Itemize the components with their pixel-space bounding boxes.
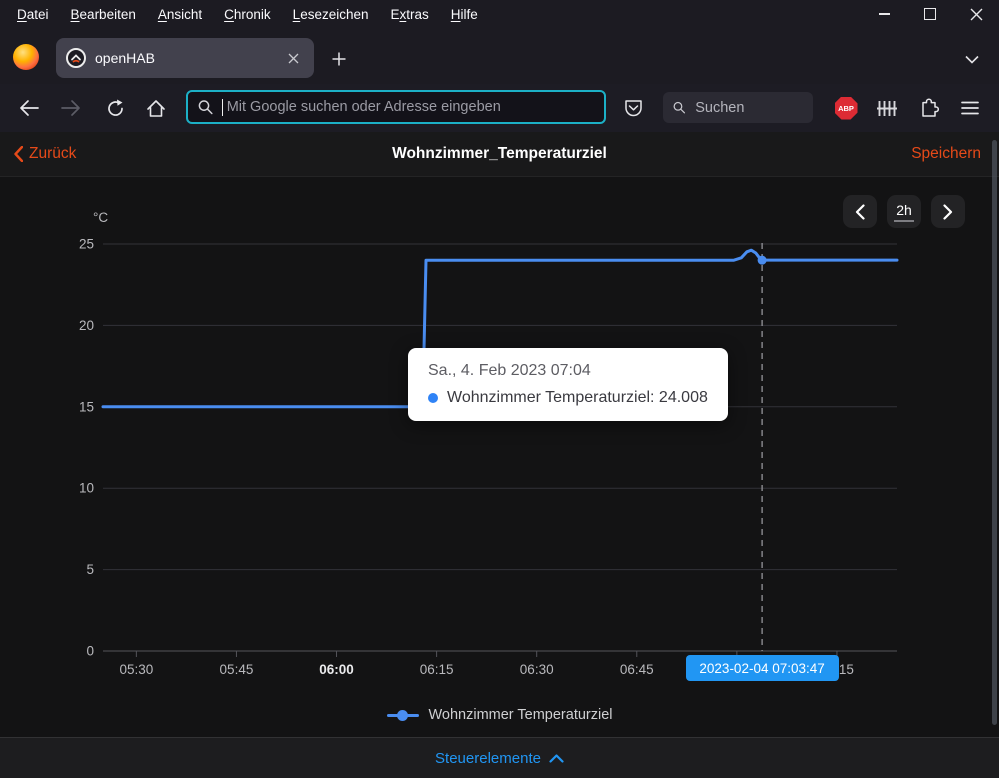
back-button[interactable] (14, 94, 44, 122)
legend-marker-icon (386, 709, 419, 721)
back-label: Zurück (29, 145, 77, 162)
chart-tooltip: Sa., 4. Feb 2023 07:04 Wohnzimmer Temper… (408, 348, 728, 421)
range-duration-button[interactable]: 2h (887, 195, 921, 228)
chart-range-controls: 2h (843, 195, 965, 228)
puzzle-piece-icon (922, 98, 939, 117)
controls-toggle-label: Steuerelemente (435, 749, 541, 767)
scrollbar-thumb[interactable] (992, 140, 997, 725)
firefox-logo-icon (13, 44, 39, 70)
pocket-icon (624, 100, 642, 117)
x-tick-label: 06:30 (520, 662, 554, 677)
extensions-button[interactable] (914, 93, 944, 123)
bottom-bar: Steuerelemente (0, 737, 999, 778)
close-icon (970, 8, 982, 20)
y-tick-label: 5 (86, 562, 94, 577)
menu-ansicht[interactable]: Ansicht (157, 6, 203, 22)
abp-icon: ABP (834, 96, 858, 120)
home-button[interactable] (141, 94, 171, 122)
tab-close-button[interactable] (282, 47, 304, 69)
x-tick-label: 05:30 (119, 662, 153, 677)
search-icon (673, 101, 686, 114)
legend-label: Wohnzimmer Temperaturziel (428, 707, 613, 723)
chevron-down-icon (965, 55, 979, 64)
x-tick-label: 06:45 (620, 662, 654, 677)
menubar-items: Datei Bearbeiten Ansicht Chronik Lesezeichen… (0, 3, 489, 26)
chevron-up-icon (549, 753, 564, 763)
tooltip-series-value: Wohnzimmer Temperaturziel: 24.008 (447, 389, 708, 406)
x-tick-label: 06:00 (319, 662, 354, 677)
y-tick-label: 15 (79, 399, 94, 414)
search-input[interactable] (693, 98, 803, 117)
maximize-button[interactable] (907, 0, 953, 28)
tooltip-series-dot-icon (428, 393, 438, 403)
search-icon (198, 100, 213, 115)
menubar: Datei Bearbeiten Ansicht Chronik Lesezeichen… (0, 0, 999, 28)
page-content: Zurück Wohnzimmer_Temperaturziel Speiche… (0, 132, 999, 778)
url-input[interactable] (224, 98, 594, 116)
close-icon (288, 53, 298, 63)
pocket-button[interactable] (619, 94, 647, 122)
prev-range-button[interactable] (843, 195, 877, 228)
home-icon (147, 99, 165, 117)
search-box[interactable] (663, 92, 813, 123)
tab-bar: openHAB (0, 28, 999, 84)
new-tab-button[interactable] (326, 46, 352, 72)
chevron-left-icon (855, 203, 865, 220)
forward-button[interactable] (56, 94, 86, 122)
adblock-plus-button[interactable]: ABP (831, 93, 861, 123)
hamburger-menu-icon (961, 101, 979, 115)
x-tick-label: 06:15 (420, 662, 454, 677)
bars-icon (877, 100, 897, 116)
tab-openhab[interactable]: openHAB (56, 38, 314, 78)
save-button[interactable]: Speichern (911, 145, 981, 162)
close-window-button[interactable] (953, 0, 999, 28)
menu-datei[interactable]: Datei (17, 6, 49, 22)
cursor-time-pill: 2023-02-04 07:03:47 (685, 655, 839, 681)
back-arrow-icon (20, 100, 39, 116)
chevron-right-icon (943, 203, 953, 220)
back-link[interactable]: Zurück (14, 132, 76, 176)
chart-region: 0 5 10 15 20 25 05:30 05:45 06:00 06:15 06:30 06:45… (0, 177, 999, 738)
app-menu-button[interactable] (955, 93, 985, 123)
y-tick-label: 25 (79, 237, 94, 252)
extension-bars-button[interactable] (872, 93, 902, 123)
range-duration-label: 2h (894, 202, 914, 222)
y-tick-label: 20 (79, 318, 94, 333)
chart-legend[interactable]: Wohnzimmer Temperaturziel (0, 707, 999, 723)
openhab-favicon-icon (66, 48, 86, 68)
chart-canvas: 0 5 10 15 20 25 05:30 05:45 06:00 06:15 06:30 06:45… (79, 237, 899, 677)
page-title: Wohnzimmer_Temperaturziel (392, 145, 607, 162)
forward-arrow-icon (61, 100, 80, 116)
window-controls (861, 0, 999, 28)
chevron-left-icon (14, 146, 23, 162)
url-bar[interactable] (186, 90, 606, 124)
reload-icon (107, 99, 123, 116)
minimize-button[interactable] (861, 0, 907, 28)
plus-icon (332, 52, 346, 66)
menu-extras[interactable]: Extras (390, 6, 429, 22)
next-range-button[interactable] (931, 195, 965, 228)
controls-toggle[interactable]: Steuerelemente (435, 750, 564, 767)
menu-lesezeichen[interactable]: Lesezeichen (292, 6, 369, 22)
text-caret (221, 98, 223, 116)
minimize-icon (878, 13, 890, 15)
y-tick-label: 0 (86, 644, 94, 659)
menu-hilfe[interactable]: Hilfe (450, 6, 478, 22)
menu-chronik[interactable]: Chronik (224, 6, 271, 22)
page-header: Zurück Wohnzimmer_Temperaturziel Speiche… (0, 132, 999, 177)
maximize-icon (924, 8, 936, 20)
tab-overflow-button[interactable] (959, 46, 985, 72)
y-tick-label: 10 (79, 481, 94, 496)
navigation-toolbar: ABP (0, 84, 999, 132)
reload-button[interactable] (100, 94, 130, 122)
x-tick-label: 05:45 (220, 662, 254, 677)
y-axis-unit-label: °C (93, 210, 109, 225)
cursor-point (757, 255, 767, 265)
menu-bearbeiten[interactable]: Bearbeiten (70, 6, 136, 22)
tab-title: openHAB (95, 50, 155, 66)
tooltip-date: Sa., 4. Feb 2023 07:04 (428, 362, 591, 379)
